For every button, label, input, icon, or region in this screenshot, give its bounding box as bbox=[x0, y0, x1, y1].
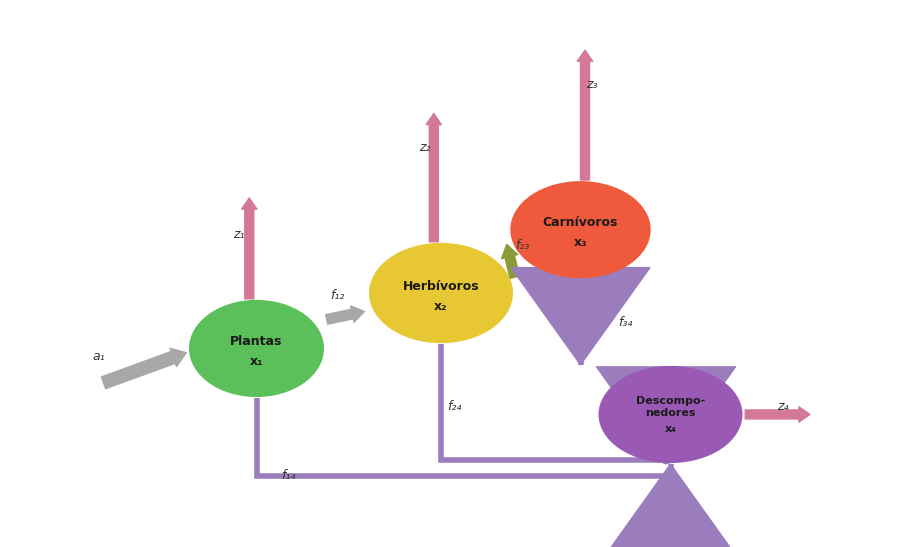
Text: nedores: nedores bbox=[645, 409, 696, 418]
Text: z₄: z₄ bbox=[778, 400, 788, 413]
Ellipse shape bbox=[598, 366, 742, 463]
Text: x₄: x₄ bbox=[664, 424, 677, 434]
Text: f₂₃: f₂₃ bbox=[515, 239, 529, 252]
Text: z₁: z₁ bbox=[233, 229, 244, 241]
Text: Carnívoros: Carnívoros bbox=[543, 216, 618, 229]
Text: x₂: x₂ bbox=[434, 300, 448, 313]
Ellipse shape bbox=[189, 300, 324, 397]
Text: Herbívoros: Herbívoros bbox=[402, 280, 480, 293]
Text: Descompo-: Descompo- bbox=[636, 395, 705, 406]
Text: x₃: x₃ bbox=[573, 236, 588, 249]
Text: a₁: a₁ bbox=[93, 350, 105, 363]
Text: f₁₂: f₁₂ bbox=[330, 289, 345, 302]
Text: Plantas: Plantas bbox=[230, 335, 283, 348]
Ellipse shape bbox=[369, 243, 513, 343]
Text: f₂₄: f₂₄ bbox=[447, 400, 462, 413]
Text: f₁₄: f₁₄ bbox=[281, 469, 295, 482]
Text: f₃₄: f₃₄ bbox=[618, 316, 633, 329]
Text: z₂: z₂ bbox=[419, 141, 430, 154]
Text: x₁: x₁ bbox=[249, 355, 264, 368]
Text: z₃: z₃ bbox=[587, 78, 598, 91]
Ellipse shape bbox=[510, 181, 651, 278]
